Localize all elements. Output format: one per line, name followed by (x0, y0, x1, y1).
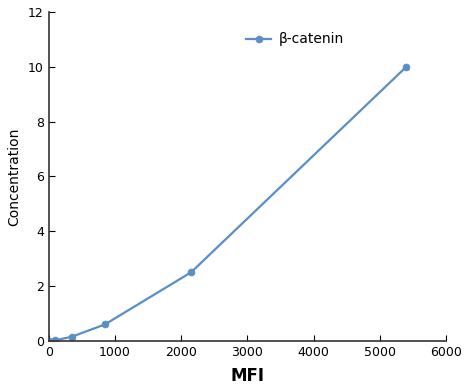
Line: β-catenin: β-catenin (45, 63, 410, 344)
β-catenin (102, 322, 108, 327)
β-catenin (69, 334, 75, 339)
β-catenin (188, 270, 194, 275)
X-axis label: MFI: MFI (230, 367, 265, 385)
Legend: β-catenin: β-catenin (240, 25, 351, 53)
β-catenin (53, 338, 58, 343)
Y-axis label: Concentration: Concentration (7, 127, 21, 225)
β-catenin (46, 339, 52, 343)
β-catenin (403, 64, 409, 69)
